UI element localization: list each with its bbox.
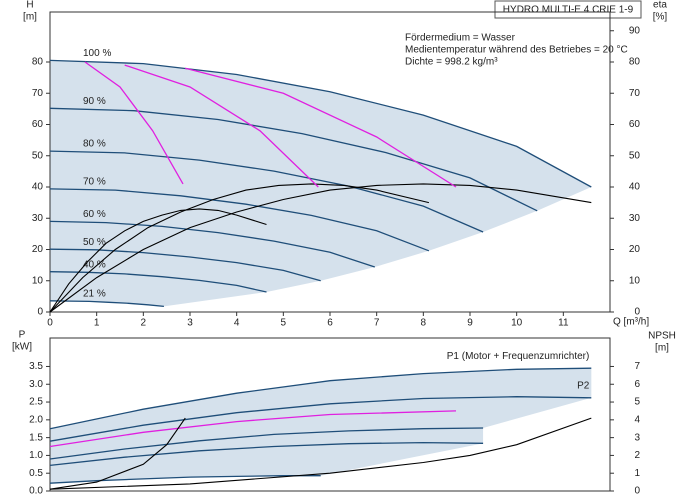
operating-range [50, 368, 592, 484]
y2-tick-label: 90 [629, 25, 641, 36]
y-axis-unit: [m] [23, 12, 37, 23]
y2-tick-label: 50 [629, 150, 641, 161]
y-tick-label: 0.5 [29, 468, 43, 479]
y2-tick-label: 70 [629, 88, 641, 99]
y-axis-unit: [kW] [12, 342, 32, 353]
curve-label: P2 [577, 380, 590, 391]
note: Dichte = 998.2 kg/m³ [405, 57, 498, 68]
y-tick-label: 70 [32, 88, 44, 99]
y2-tick-label: 0 [634, 307, 640, 318]
operating-range [50, 60, 592, 307]
y-tick-label: 0.0 [29, 486, 43, 497]
y2-tick-label: 40 [629, 182, 641, 193]
curve [49, 367, 592, 430]
y2-tick-label: 4 [634, 414, 640, 425]
y-axis-label: H [26, 0, 33, 11]
curve [49, 107, 538, 212]
x-tick-label: 0 [47, 318, 53, 329]
curve [49, 248, 321, 282]
curve [49, 220, 376, 268]
y-tick-label: 40 [32, 182, 44, 193]
y-tick-label: 30 [32, 213, 44, 224]
x-tick-label: 6 [327, 318, 333, 329]
x-tick-label: 11 [558, 318, 569, 329]
curve-label: 70 % [83, 177, 106, 188]
y2-tick-label: 6 [634, 379, 640, 390]
x-tick-label: 4 [234, 318, 240, 329]
y2-tick-label: 30 [629, 213, 641, 224]
y2-axis-label: eta [653, 0, 667, 11]
y2-tick-label: 60 [629, 119, 641, 130]
curve [49, 417, 592, 490]
note: Fördermedium = Wasser [405, 33, 516, 44]
curve [49, 410, 457, 448]
y-tick-label: 2.0 [29, 414, 43, 425]
curve [49, 427, 484, 460]
curve [49, 208, 267, 313]
curve [49, 396, 592, 442]
curve-label: 60 % [83, 209, 106, 220]
chart-title: HYDRO MULTI-E 4 CRIE 1-9 [503, 5, 634, 16]
y2-tick-label: 80 [629, 57, 641, 68]
y2-tick-label: 3 [634, 432, 640, 443]
y2-axis-unit: [%] [653, 12, 668, 23]
y2-tick-label: 10 [629, 275, 641, 286]
y-axis-label: P [19, 330, 26, 341]
x-tick-label: 1 [94, 318, 100, 329]
y-tick-label: 0 [37, 307, 43, 318]
curve-label: 21 % [83, 288, 106, 299]
x-tick-label: 5 [281, 318, 287, 329]
curve [84, 61, 184, 185]
y-tick-label: 60 [32, 119, 44, 130]
x-tick-label: 10 [511, 318, 523, 329]
curve [49, 475, 321, 484]
curve [49, 183, 592, 313]
y2-tick-label: 0 [634, 486, 640, 497]
plot-frame [49, 337, 611, 492]
curve [49, 59, 592, 188]
y-tick-label: 1.5 [29, 432, 43, 443]
y-tick-label: 1.0 [29, 450, 43, 461]
y2-axis-label: NPSH [648, 331, 676, 342]
y-tick-label: 50 [32, 150, 44, 161]
y-tick-label: 80 [32, 57, 44, 68]
y-tick-label: 10 [32, 275, 44, 286]
x-tick-label: 9 [467, 318, 473, 329]
curve [49, 271, 267, 293]
y2-tick-label: 20 [629, 244, 641, 255]
note: Medientemperatur während des Betriebes =… [405, 45, 628, 56]
curve-label: P1 (Motor + Frequenzumrichter) [447, 351, 590, 362]
curve [185, 67, 457, 188]
y-tick-label: 2.5 [29, 397, 43, 408]
curve-label: 80 % [83, 139, 106, 150]
y-tick-label: 3.5 [29, 361, 43, 372]
x-tick-label: 2 [141, 318, 147, 329]
curve-label: 90 % [83, 96, 106, 107]
curve [49, 417, 186, 490]
curve [49, 188, 430, 252]
x-tick-label: 3 [187, 318, 193, 329]
y2-tick-label: 5 [634, 397, 640, 408]
curve [49, 300, 164, 308]
x-tick-label: 7 [374, 318, 380, 329]
y2-tick-label: 7 [634, 361, 640, 372]
curve [49, 441, 484, 467]
curve-label: 50 % [83, 237, 106, 248]
x-tick-label: 8 [421, 318, 427, 329]
y2-tick-label: 1 [634, 468, 640, 479]
y2-tick-label: 2 [634, 450, 640, 461]
x-axis-label: Q [m³/h] [613, 317, 649, 328]
curve [124, 64, 319, 188]
curve [49, 183, 430, 313]
curve-label: 40 % [83, 259, 106, 270]
y2-axis-unit: [m] [655, 343, 669, 354]
y-tick-label: 3.0 [29, 379, 43, 390]
y-tick-label: 20 [32, 244, 44, 255]
title-box [494, 0, 642, 19]
curve [49, 150, 484, 233]
curve-label: 100 % [83, 48, 111, 59]
